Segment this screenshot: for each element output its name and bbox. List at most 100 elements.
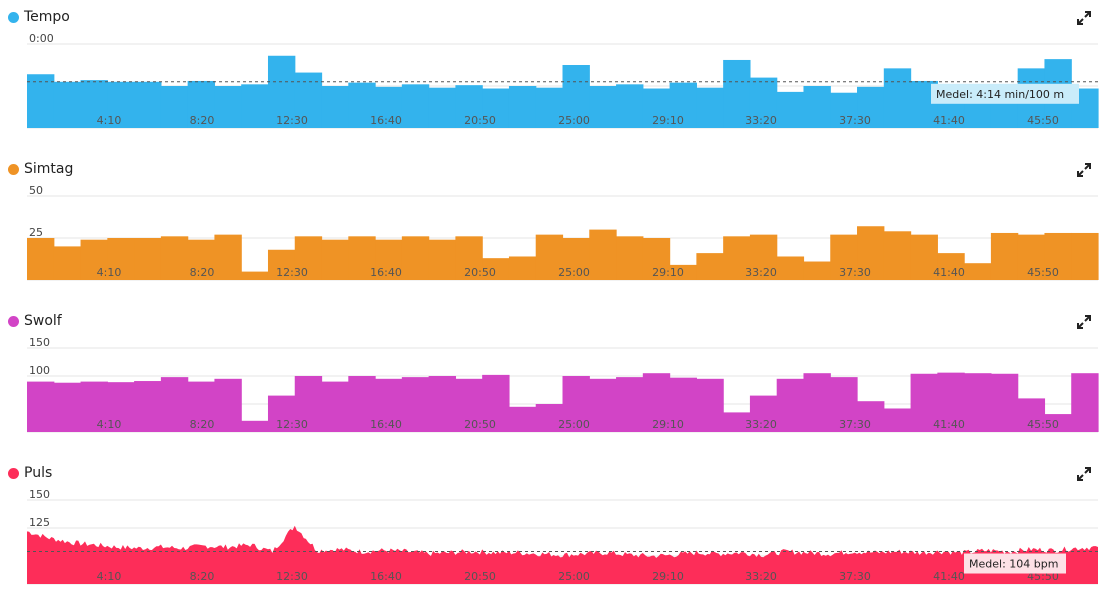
average-label-bg — [964, 553, 1066, 574]
data-bar — [1044, 232, 1072, 280]
data-bar — [1071, 232, 1099, 280]
data-bar — [562, 65, 590, 128]
data-bar — [830, 377, 858, 432]
x-tick-label: 16:40 — [370, 266, 402, 279]
legend-dot — [8, 315, 19, 327]
data-bar — [375, 86, 403, 128]
data-bar — [937, 253, 965, 280]
x-tick-label: 8:20 — [190, 570, 215, 583]
data-bar — [187, 239, 216, 280]
x-tick-label: 4:10 — [97, 114, 122, 127]
x-tick-label: 20:50 — [464, 266, 496, 279]
data-bar — [776, 256, 805, 280]
data-bar — [1071, 373, 1099, 432]
y-tick-label: 150 — [29, 336, 50, 349]
expand-icon[interactable] — [1076, 162, 1092, 178]
data-area — [27, 525, 1098, 584]
x-tick-label: 20:50 — [464, 114, 496, 127]
x-tick-label: 33:20 — [745, 418, 777, 431]
data-bar — [241, 271, 269, 280]
data-bar — [642, 373, 671, 432]
x-tick-label: 12:30 — [276, 266, 308, 279]
panel-header: Swolf — [8, 312, 62, 330]
data-bar — [401, 377, 430, 432]
data-bar — [723, 236, 751, 280]
data-bar — [428, 239, 457, 280]
panel-title: Swolf — [24, 313, 62, 329]
expand-icon[interactable] — [1076, 314, 1092, 330]
x-tick-label: 12:30 — [276, 418, 308, 431]
data-bar — [642, 238, 671, 280]
data-bar — [187, 80, 216, 128]
data-bar — [883, 408, 912, 432]
data-bar — [401, 84, 430, 128]
data-bar — [990, 232, 1019, 280]
x-tick-label: 20:50 — [464, 570, 496, 583]
data-bar — [27, 381, 55, 432]
data-bar — [482, 88, 510, 128]
data-bar — [589, 378, 617, 432]
y-tick-label: 0:00 — [29, 32, 54, 45]
x-tick-label: 29:10 — [652, 266, 684, 279]
panel-title: Simtag — [24, 161, 74, 177]
x-tick-label: 4:10 — [97, 266, 122, 279]
data-bar — [134, 238, 162, 280]
data-bar — [187, 381, 216, 432]
data-bar — [53, 382, 82, 432]
data-bar — [267, 55, 296, 129]
data-bar — [80, 239, 108, 280]
panel-title: Puls — [24, 465, 53, 481]
data-bar — [348, 236, 376, 280]
data-bar — [375, 378, 403, 432]
data-bar — [749, 234, 778, 280]
data-bar — [616, 236, 644, 280]
data-bar — [134, 81, 162, 128]
data-bar — [107, 382, 135, 432]
data-bar — [535, 404, 564, 432]
average-label: Medel: 104 bpm — [969, 558, 1058, 571]
data-bar — [1044, 414, 1072, 432]
x-tick-label: 25:00 — [558, 570, 590, 583]
data-bar — [455, 378, 483, 432]
panel-swolf: Swolf1501005004:108:2012:3016:4020:5025:… — [0, 304, 1104, 454]
data-bar — [830, 92, 858, 128]
data-bar — [214, 86, 242, 128]
data-bar — [321, 381, 349, 432]
data-bar — [428, 87, 457, 128]
y-tick-label: 50 — [29, 184, 43, 197]
data-bar — [1017, 234, 1046, 280]
panel-simtag: Simtag502504:108:2012:3016:4020:5025:002… — [0, 152, 1104, 302]
expand-icon[interactable] — [1076, 466, 1092, 482]
expand-icon[interactable] — [1076, 10, 1092, 26]
y-tick-label: 100 — [29, 364, 50, 377]
data-bar — [990, 373, 1019, 432]
data-bar — [160, 377, 189, 432]
data-bar — [669, 82, 697, 128]
x-tick-label: 37:30 — [839, 114, 871, 127]
data-bar — [267, 249, 296, 280]
data-bar — [508, 256, 537, 280]
data-bar — [910, 234, 938, 280]
x-tick-label: 41:40 — [933, 570, 965, 583]
x-tick-label: 33:20 — [745, 570, 777, 583]
data-bar — [321, 239, 349, 280]
average-label: Medel: 4:14 min/100 m — [936, 88, 1064, 101]
x-tick-label: 12:30 — [276, 114, 308, 127]
x-tick-label: 29:10 — [652, 570, 684, 583]
average-label-bg — [931, 83, 1079, 104]
x-tick-label: 8:20 — [190, 418, 215, 431]
data-bar — [723, 59, 751, 128]
data-bar — [107, 238, 135, 280]
panel-header: Tempo — [8, 8, 70, 26]
legend-dot — [8, 163, 19, 175]
data-bar — [964, 263, 992, 280]
x-tick-label: 45:50 — [1027, 266, 1059, 279]
data-bar — [669, 377, 697, 432]
y-tick-label: 125 — [29, 516, 50, 529]
data-bar — [803, 373, 831, 432]
x-tick-label: 33:20 — [745, 266, 777, 279]
data-bar — [508, 406, 537, 432]
data-bar — [857, 86, 885, 128]
x-tick-label: 45:50 — [1027, 114, 1059, 127]
data-bar — [803, 86, 831, 128]
